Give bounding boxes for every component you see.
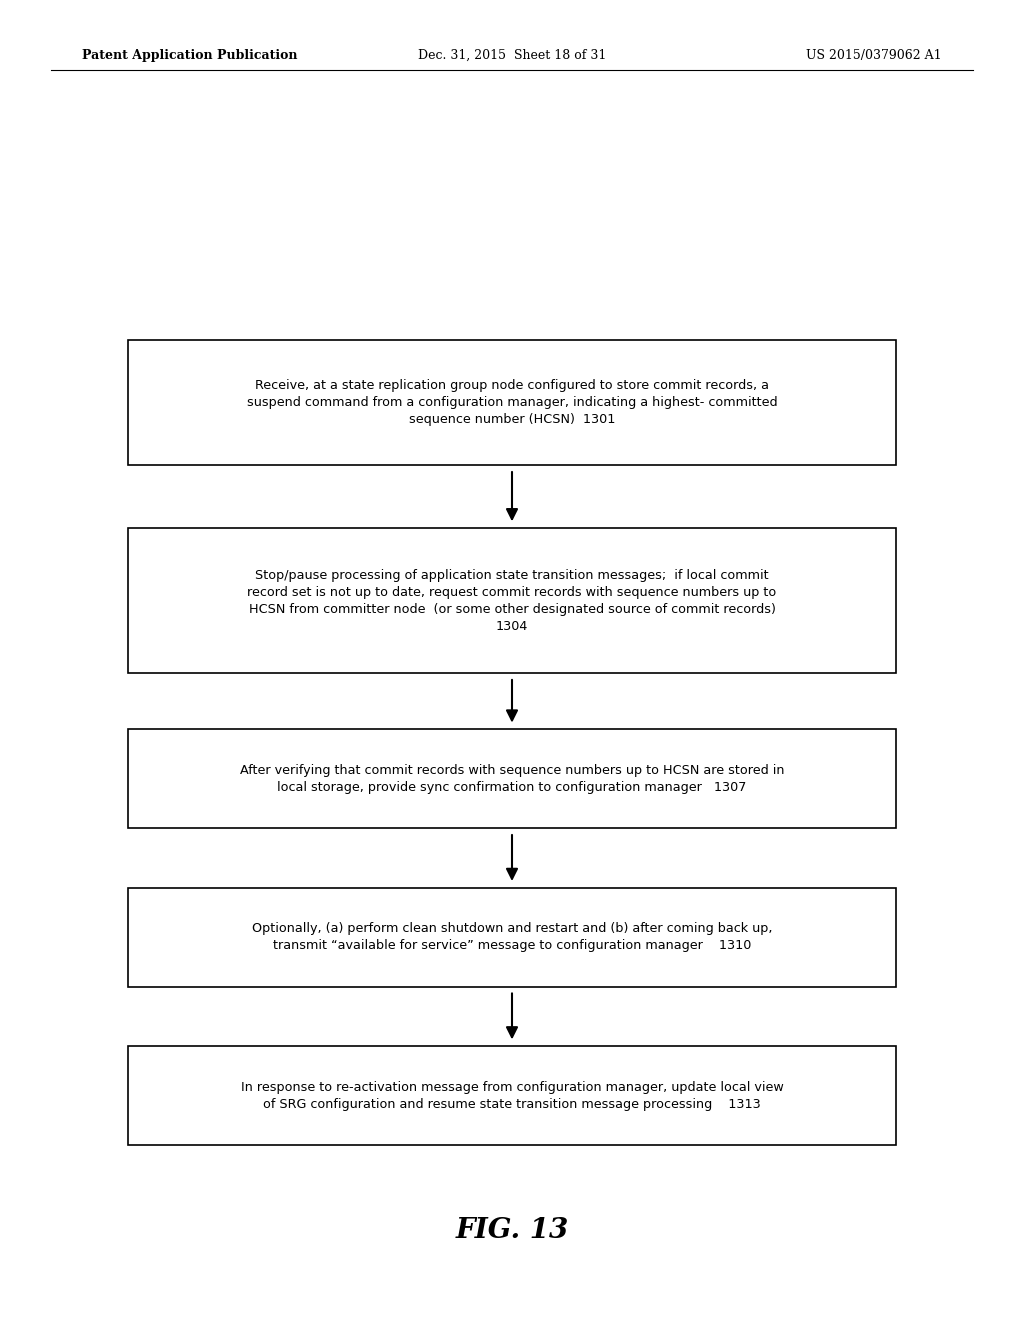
Text: Receive, at a state replication group node configured to store commit records, a: Receive, at a state replication group no… <box>247 379 777 426</box>
Text: Dec. 31, 2015  Sheet 18 of 31: Dec. 31, 2015 Sheet 18 of 31 <box>418 49 606 62</box>
Text: FIG. 13: FIG. 13 <box>456 1217 568 1243</box>
Bar <box>128 887 896 987</box>
Bar <box>128 729 896 829</box>
Text: Stop/pause processing of application state transition messages;  if local commit: Stop/pause processing of application sta… <box>248 569 776 632</box>
Bar <box>128 1045 896 1144</box>
Text: Optionally, (a) perform clean shutdown and restart and (b) after coming back up,: Optionally, (a) perform clean shutdown a… <box>252 923 772 952</box>
Text: In response to re-activation message from configuration manager, update local vi: In response to re-activation message fro… <box>241 1081 783 1110</box>
Bar <box>128 341 896 466</box>
Text: US 2015/0379062 A1: US 2015/0379062 A1 <box>807 49 942 62</box>
Bar <box>128 528 896 673</box>
Text: After verifying that commit records with sequence numbers up to HCSN are stored : After verifying that commit records with… <box>240 764 784 793</box>
Text: Patent Application Publication: Patent Application Publication <box>82 49 297 62</box>
